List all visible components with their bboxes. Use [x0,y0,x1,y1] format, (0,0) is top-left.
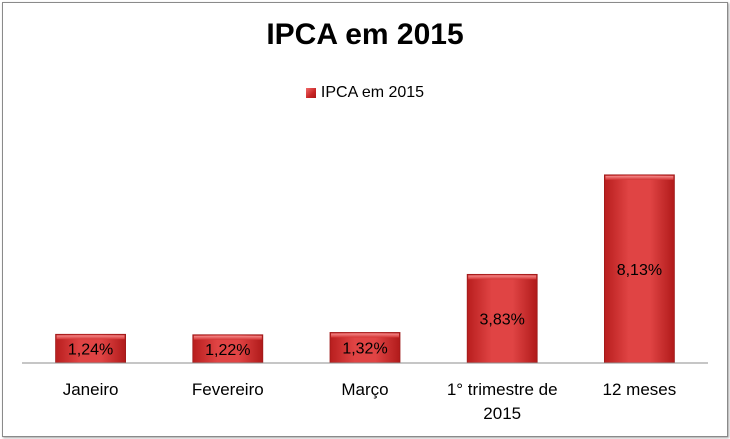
data-label-0: 1,24% [68,342,113,359]
data-label-4: 8,13% [617,262,662,279]
bar-highlight-0 [56,335,125,340]
bars-group: 1,24% 1,22% 1,32% 3,83% 8,13% [55,174,675,364]
data-label-2: 1,32% [342,341,387,358]
x-tick-label-4: 12 meses [603,380,677,399]
x-tick-label-3-line-0: 1° trimestre de [447,380,558,399]
x-tick-label-1: Fevereiro [192,380,264,399]
chart-title: IPCA em 2015 [266,18,464,51]
x-tick-labels: Janeiro Fevereiro Março 1° trimestre de 2015… [63,380,677,423]
legend-swatch [305,88,316,98]
legend: IPCA em 2015 [0,84,730,102]
legend-label: IPCA em 2015 [320,84,425,101]
data-label-3: 3,83% [480,312,525,329]
bar-2 [329,332,401,364]
bar-3 [466,273,538,364]
x-tick-label-3-line-1: 2015 [483,404,521,423]
x-tick-label-0: Janeiro [63,380,119,399]
bar-highlight-2 [331,333,399,338]
bar-highlight-4 [605,175,674,180]
bar-4 [604,174,675,364]
x-tick-label-2: Março [341,380,388,399]
data-label-1: 1,22% [205,342,250,359]
bar-highlight-3 [468,275,537,280]
bar-highlight-1 [193,335,262,340]
